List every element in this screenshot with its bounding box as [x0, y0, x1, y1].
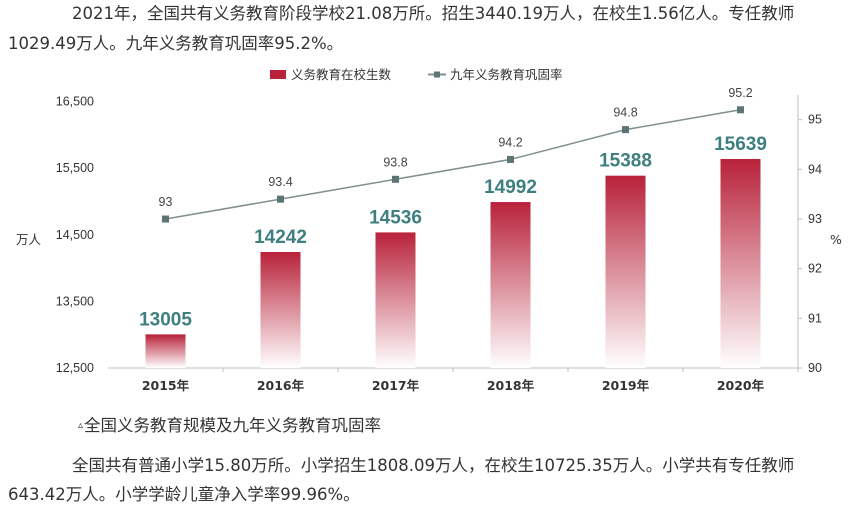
bar-2020年 — [720, 158, 761, 368]
left-tick-label: 12,500 — [56, 361, 94, 375]
caption-text: 全国义务教育规模及九年义务教育巩固率 — [84, 416, 382, 435]
right-tick-label: 92 — [808, 262, 822, 276]
right-tick-label: 93 — [808, 212, 822, 226]
rate-value-label: 93 — [159, 195, 173, 209]
outro-paragraph-line-1: 全国共有普通小学15.80万所。小学招生1808.09万人，在校生10725.3… — [72, 456, 795, 475]
x-tick-label: 2019年 — [602, 378, 650, 393]
left-tick-label: 13,500 — [56, 294, 94, 308]
rate-value-label: 94.8 — [613, 106, 637, 120]
x-tick-label: 2020年 — [717, 378, 765, 393]
intro-paragraph-line-1: 2021年，全国共有义务教育阶段学校21.08万所。招生3440.19万人，在校… — [72, 4, 795, 23]
x-tick-label: 2016年 — [257, 378, 305, 393]
right-tick-label: 91 — [808, 311, 822, 325]
intro-paragraph-line-2: 1029.49万人。九年义务教育巩固率95.2%。 — [8, 34, 344, 53]
x-tick-label: 2018年 — [487, 378, 535, 393]
rate-point — [392, 175, 399, 183]
bar-value-label: 13005 — [139, 309, 192, 330]
caption-triangle-icon: ▵ — [78, 420, 84, 431]
chart-caption: ▵全国义务教育规模及九年义务教育巩固率 — [78, 414, 381, 438]
bar-value-label: 14242 — [254, 227, 307, 248]
rate-value-label: 93.4 — [268, 175, 292, 189]
rate-point — [277, 195, 284, 203]
bar-value-label: 14536 — [369, 207, 422, 228]
bar-value-label: 14992 — [484, 177, 537, 198]
bar-2019年 — [605, 175, 646, 368]
plot-area: 12,500 13,500 14,500 15,500 16,500 90 91 92 93 94… — [56, 86, 822, 393]
rate-point — [622, 126, 629, 134]
rate-value-label: 93.8 — [383, 155, 407, 169]
outro-paragraph-line-2: 643.42万人。小学学龄儿童净入学率99.96%。 — [8, 485, 360, 504]
rate-point — [507, 155, 514, 163]
rate-value-label: 94.2 — [498, 135, 522, 149]
rate-line — [165, 109, 741, 220]
chart-legend: 义务教育在校生数 九年义务教育巩固率 — [270, 67, 563, 82]
bar-value-label: 15388 — [599, 151, 652, 172]
right-tick-label: 90 — [808, 361, 822, 375]
legend-line-label: 九年义务教育巩固率 — [450, 67, 563, 82]
rate-point — [162, 215, 169, 223]
x-tick-label: 2015年 — [142, 378, 190, 393]
bar-2017年 — [375, 232, 416, 368]
rate-value-label: 95.2 — [728, 86, 752, 100]
left-axis-unit: 万人 — [16, 232, 42, 247]
rate-point — [737, 106, 744, 114]
legend-bar-label: 义务教育在校生数 — [291, 67, 392, 82]
legend-bar-swatch — [270, 70, 286, 79]
legend-line-marker — [434, 71, 440, 78]
x-tick-label: 2017年 — [372, 378, 420, 393]
bar-2016年 — [260, 251, 301, 368]
education-chart: 义务教育在校生数 九年义务教育巩固率 万人 % 12,500 13,500 14,5… — [16, 67, 842, 393]
right-tick-label: 94 — [808, 162, 822, 176]
bar-2018年 — [490, 202, 531, 368]
left-tick-label: 14,500 — [56, 228, 94, 242]
left-tick-label: 16,500 — [56, 95, 94, 109]
right-axis-unit: % — [830, 232, 842, 247]
left-tick-label: 15,500 — [56, 161, 94, 175]
bar-2015年 — [145, 334, 186, 368]
bar-value-label: 15639 — [714, 134, 767, 155]
right-tick-label: 95 — [808, 113, 822, 127]
